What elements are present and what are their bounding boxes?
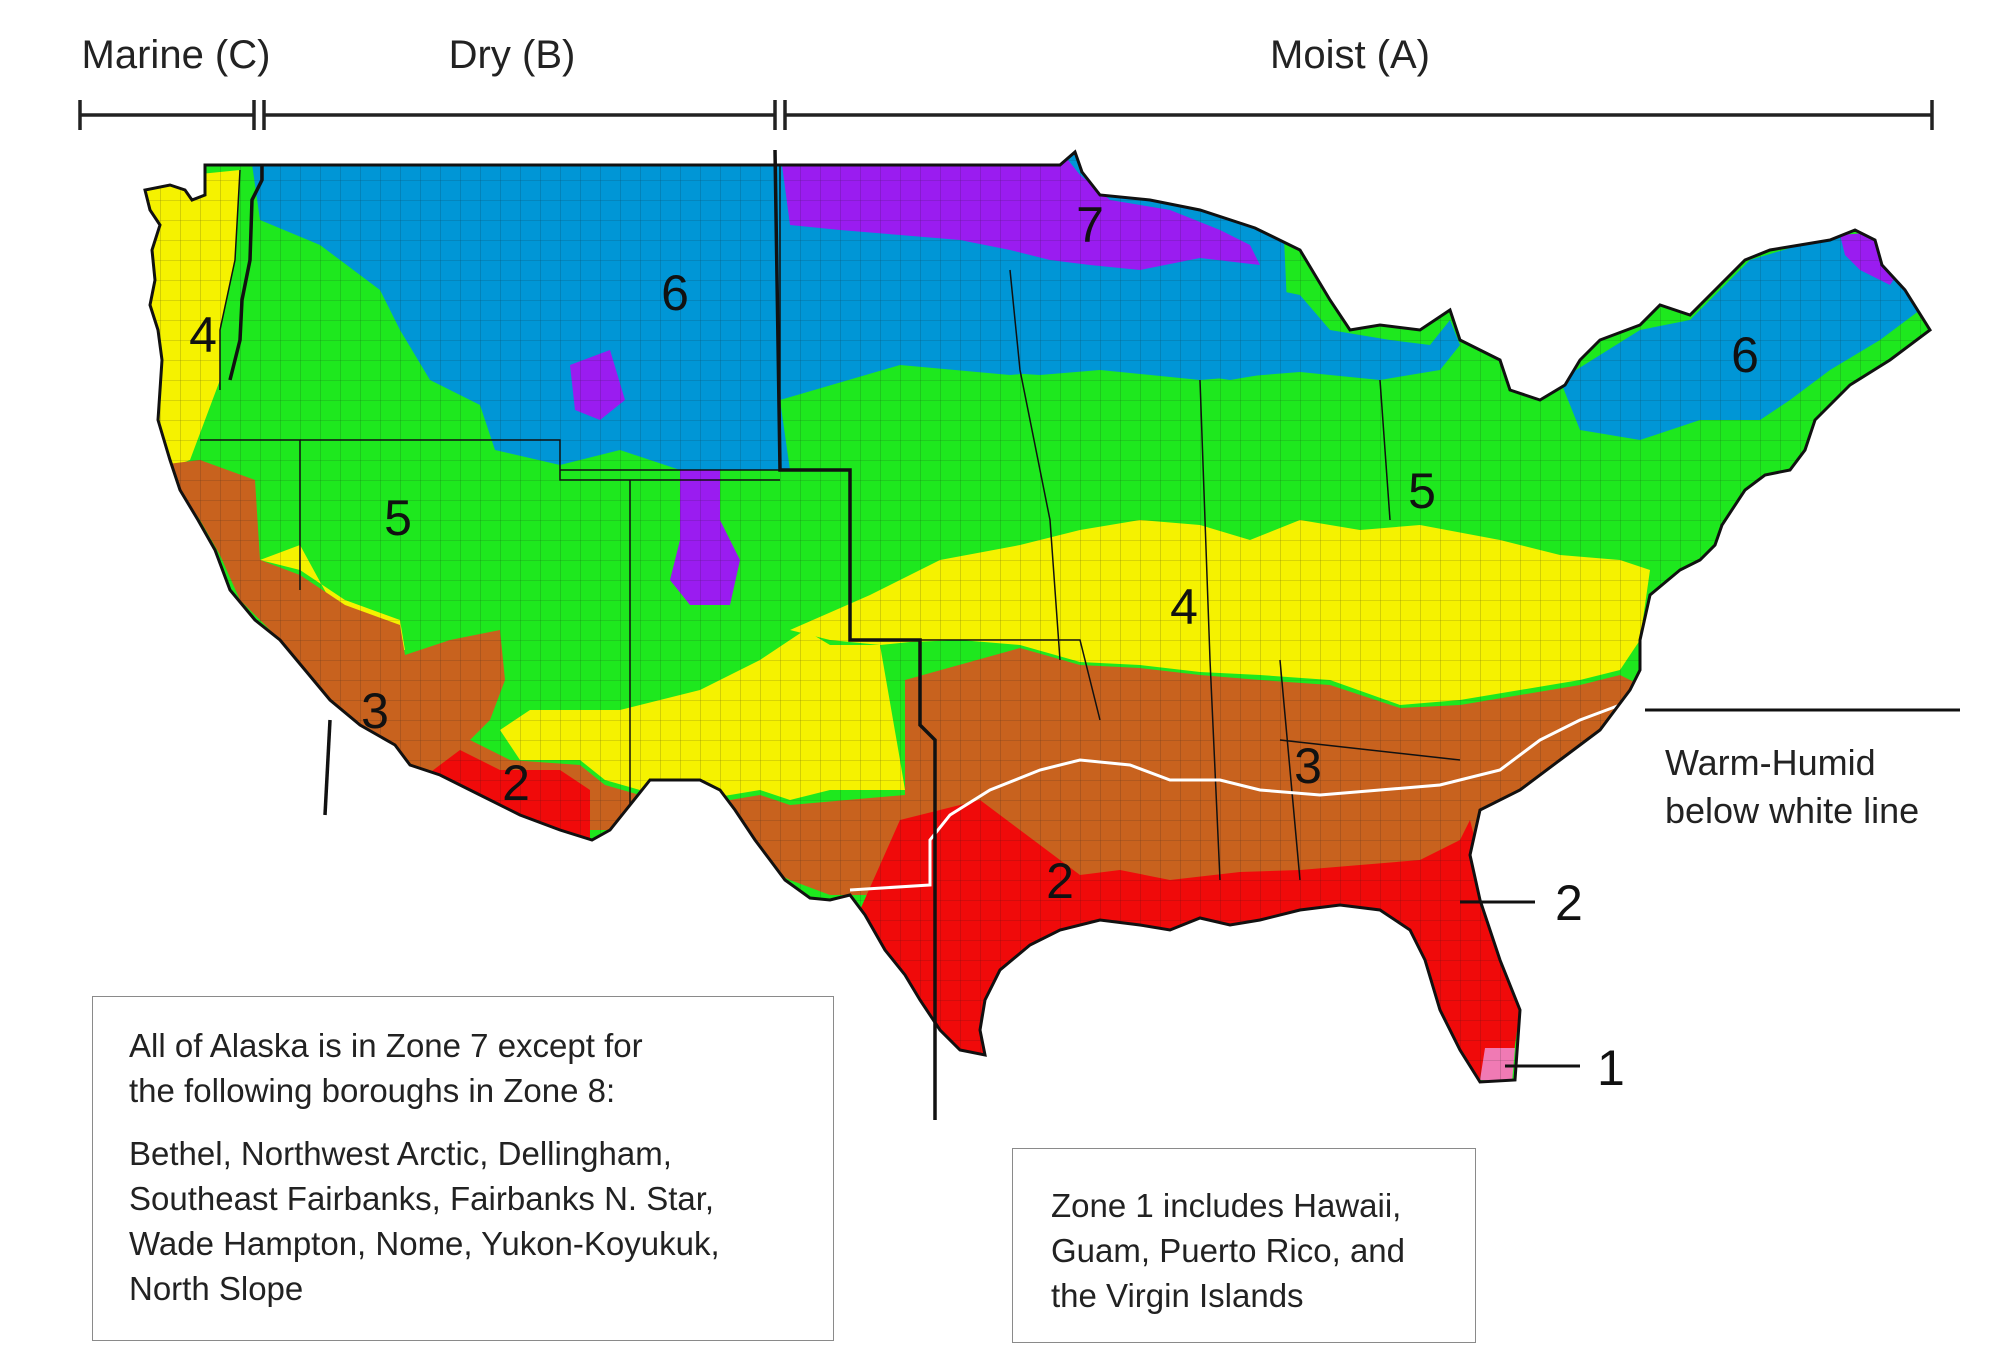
alaska-borough-list-line: Wade Hampton, Nome, Yukon-Koyukuk, xyxy=(129,1225,720,1262)
alaska-borough-list-line: Bethel, Northwest Arctic, Dellingham, xyxy=(129,1135,672,1172)
zone-label-6-east: 6 xyxy=(1731,327,1759,383)
florida-zone-2-label: 2 xyxy=(1555,875,1583,931)
alaska-note-line: the following boroughs in Zone 8: xyxy=(129,1072,616,1109)
zone-label-3-east: 3 xyxy=(1294,738,1322,794)
alaska-note-box: All of Alaska is in Zone 7 except for th… xyxy=(92,996,834,1341)
zone-label-2-west: 2 xyxy=(502,755,530,811)
zone-label-4-south: 4 xyxy=(1170,579,1198,635)
zone-label-2-gulf: 2 xyxy=(1046,853,1074,909)
alaska-borough-list-line: Southeast Fairbanks, Fairbanks N. Star, xyxy=(129,1180,715,1217)
zone-label-4-marine: 4 xyxy=(189,307,217,363)
climate-type-scale xyxy=(78,100,1934,130)
climate-label-moist: Moist (A) xyxy=(1270,33,1430,77)
zone-1-note-line: the Virgin Islands xyxy=(1051,1277,1304,1314)
climate-label-dry: Dry (B) xyxy=(449,33,576,77)
warm-humid-label-line2: below white line xyxy=(1665,790,1919,831)
alaska-borough-list-line: North Slope xyxy=(129,1270,304,1307)
zone-label-5-east: 5 xyxy=(1408,463,1436,519)
climate-dividers xyxy=(228,149,937,1120)
florida-zone-1-label: 1 xyxy=(1597,1040,1625,1096)
zone-label-3-west: 3 xyxy=(361,683,389,739)
zone-1-note-line: Zone 1 includes Hawaii, xyxy=(1051,1187,1402,1224)
zone-label-6-west: 6 xyxy=(661,265,689,321)
zone-1-note-box: Zone 1 includes Hawaii, Guam, Puerto Ric… xyxy=(1012,1148,1476,1343)
warm-humid-boundary-line xyxy=(849,703,1621,892)
zone-label-5-west: 5 xyxy=(384,490,412,546)
climate-label-marine: Marine (C) xyxy=(82,33,271,77)
warm-humid-label-line1: Warm-Humid xyxy=(1665,742,1876,783)
alaska-note-line: All of Alaska is in Zone 7 except for xyxy=(129,1027,643,1064)
zone-1-note-line: Guam, Puerto Rico, and xyxy=(1051,1232,1406,1269)
zone-label-7: 7 xyxy=(1076,197,1104,253)
